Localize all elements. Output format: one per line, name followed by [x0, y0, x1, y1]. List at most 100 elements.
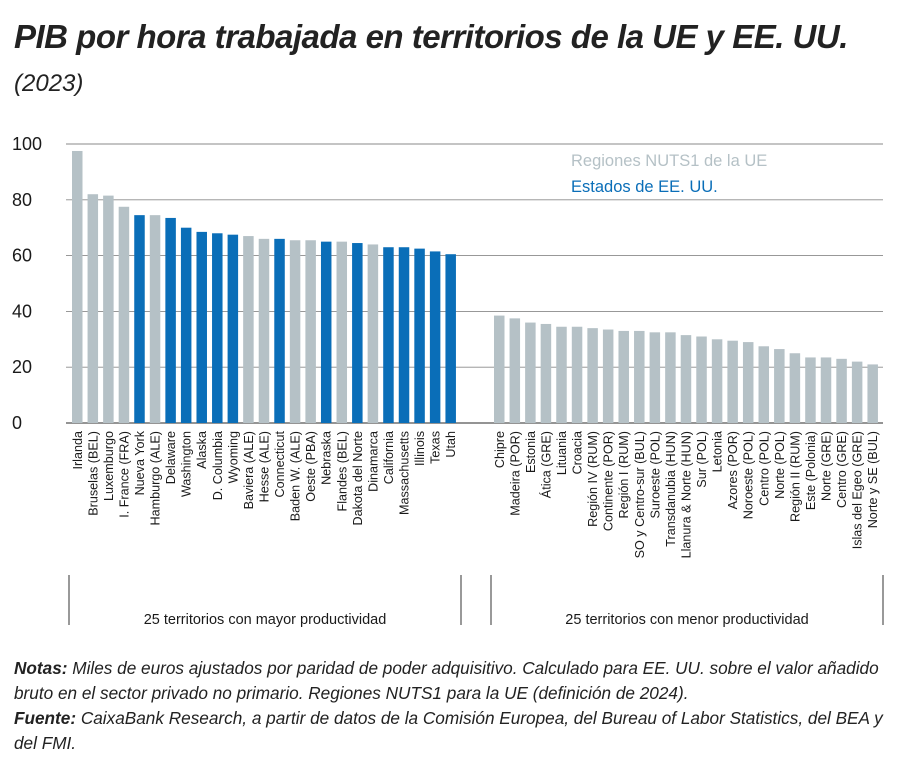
y-tick-label: 60: [12, 246, 32, 266]
bar-hamburgo-ale: [149, 215, 161, 423]
x-tick-label: Connecticut: [273, 431, 287, 498]
bar-so-y-centro-sur-bul: [634, 330, 645, 423]
x-tick-label: Wyoming: [226, 431, 240, 483]
bar-islas-del-egeo-gre: [851, 361, 863, 423]
x-tick-label: Nueva York: [133, 430, 147, 495]
x-tick-label: Continente (POR): [602, 431, 616, 531]
x-tick-label: Llanura & Norte (HUN): [679, 431, 693, 558]
bar-nebraska: [320, 241, 332, 423]
bar-utah: [445, 254, 456, 423]
legend: Regiones NUTS1 de la UE Estados de EE. UU…: [571, 152, 767, 196]
bar-delaware: [165, 217, 176, 423]
bar-chart: 0 20 40 60 80 100 Irlanda Bruselas (BEL) Luxemb…: [12, 134, 884, 628]
bar-bruselas-bel: [87, 194, 99, 423]
x-tick-label: Lituania: [555, 431, 569, 475]
x-tick-label: Texas: [429, 431, 443, 464]
notes-label: Notas:: [14, 658, 68, 678]
bar-luxemburgo: [103, 195, 114, 423]
x-tick-label: Illinois: [413, 431, 427, 466]
y-tick-label: 80: [12, 190, 32, 210]
x-tick-label: Baden W. (ALE): [289, 431, 303, 521]
x-axis-labels: Irlanda Bruselas (BEL) Luxemburgo I. France…: [71, 430, 880, 558]
bar-dakota-del-norte: [352, 243, 363, 423]
bar-baviera-ale: [243, 236, 254, 423]
x-tick-label: Región IV (RUM): [586, 431, 600, 527]
x-tick-label: Región I (RUM): [617, 431, 631, 518]
x-tick-label: Hamburgo (ALE): [149, 431, 163, 526]
x-tick-label: Ática (GRE): [538, 431, 553, 498]
bar-norte-gre: [820, 357, 832, 423]
bar-wyoming: [227, 234, 239, 423]
bar-massachusetts: [398, 247, 410, 423]
x-tick-label: Hesse (ALE): [257, 431, 271, 502]
group-label: 25 territorios con menor productividad: [565, 612, 808, 628]
bar-lituania: [556, 326, 567, 423]
x-tick-label: Norte (GRE): [820, 431, 834, 501]
x-tick-label: Irlanda: [71, 431, 85, 470]
bar-madeira-por: [509, 318, 521, 423]
bar-estonia: [525, 322, 536, 423]
x-tick-label: SO y Centro-sur (BUL): [633, 431, 647, 558]
y-axis-ticks: 0 20 40 60 80 100: [12, 134, 42, 433]
y-tick-label: 20: [12, 357, 32, 377]
bar-centro-gre: [836, 358, 847, 423]
bar-d-columbia: [212, 233, 223, 423]
x-tick-label: Centro (GRE): [835, 431, 849, 508]
x-tick-label: Este (Polonia): [804, 431, 818, 510]
x-tick-label: Estonia: [524, 431, 538, 473]
bar-transdanubia-hun: [665, 332, 676, 423]
x-tick-label: Utah: [444, 431, 458, 458]
notes-text: Miles de euros ajustados por paridad de …: [14, 658, 879, 703]
group-label: 25 territorios con mayor productividad: [144, 612, 387, 628]
bar-este-polonia: [805, 357, 816, 423]
x-tick-label: Flandes (BEL): [335, 431, 349, 512]
y-tick-label: 100: [12, 134, 42, 154]
bar-continente-por: [602, 329, 614, 423]
x-tick-label: Delaware: [164, 431, 178, 484]
x-tick-label: Bruselas (BEL): [86, 431, 100, 516]
x-tick-label: I. France (FRA): [117, 431, 131, 518]
y-tick-label: 0: [12, 413, 22, 433]
x-tick-label: Dakota del Norte: [351, 431, 365, 526]
bar-hesse-ale: [258, 238, 270, 423]
bar-croacia: [571, 326, 583, 423]
x-tick-label: D. Columbia: [211, 431, 225, 500]
x-tick-label: Croacia: [571, 431, 585, 474]
x-tick-label: Madeira (POR): [508, 431, 522, 516]
bar-llanura-norte-hun: [680, 335, 692, 423]
legend-eu: Regiones NUTS1 de la UE: [571, 152, 767, 170]
bar-washington: [180, 227, 192, 423]
bar-alaska: [196, 231, 207, 423]
bar-region-i-rum: [618, 330, 629, 423]
legend-us: Estados de EE. UU.: [571, 178, 718, 196]
bar-norte-pol: [774, 349, 785, 423]
source-label: Fuente:: [14, 708, 77, 728]
x-tick-label: Massachusetts: [398, 431, 412, 515]
source-text: CaixaBank Research, a partir de datos de…: [14, 708, 883, 753]
bars: [72, 150, 878, 423]
x-tick-label: California: [382, 431, 396, 484]
x-tick-label: Dinamarca: [366, 431, 380, 492]
group-brackets: 25 territorios con mayor productividad 25…: [68, 575, 884, 628]
bar-baden-w-ale: [289, 240, 301, 423]
x-tick-label: Norte (POL): [773, 431, 787, 499]
bar-suroeste-pol: [649, 332, 661, 423]
x-tick-label: Islas del Egeo (GRE): [851, 431, 865, 549]
x-tick-label: Noroeste (POL): [742, 431, 756, 519]
x-tick-label: Luxemburgo: [102, 431, 116, 501]
bar-region-ii-rum: [789, 353, 801, 423]
bar-oeste-pba: [305, 240, 316, 423]
x-tick-label: Washington: [180, 431, 194, 497]
bar-norte-y-se-bul: [867, 364, 878, 423]
x-tick-label: Sur (POL): [695, 431, 709, 488]
bar-i-france-fra: [118, 206, 130, 423]
x-tick-label: Centro (POL): [757, 431, 771, 506]
chart-subtitle: (2023): [14, 70, 84, 97]
x-tick-label: Oeste (PBA): [304, 431, 318, 502]
bar-sur-pol: [696, 336, 707, 423]
bar-dinamarca: [367, 244, 379, 423]
x-tick-label: Alaska: [195, 431, 209, 469]
bar-letonia: [711, 339, 723, 423]
bar-irlanda: [72, 150, 83, 423]
bar-flandes-bel: [336, 241, 348, 423]
